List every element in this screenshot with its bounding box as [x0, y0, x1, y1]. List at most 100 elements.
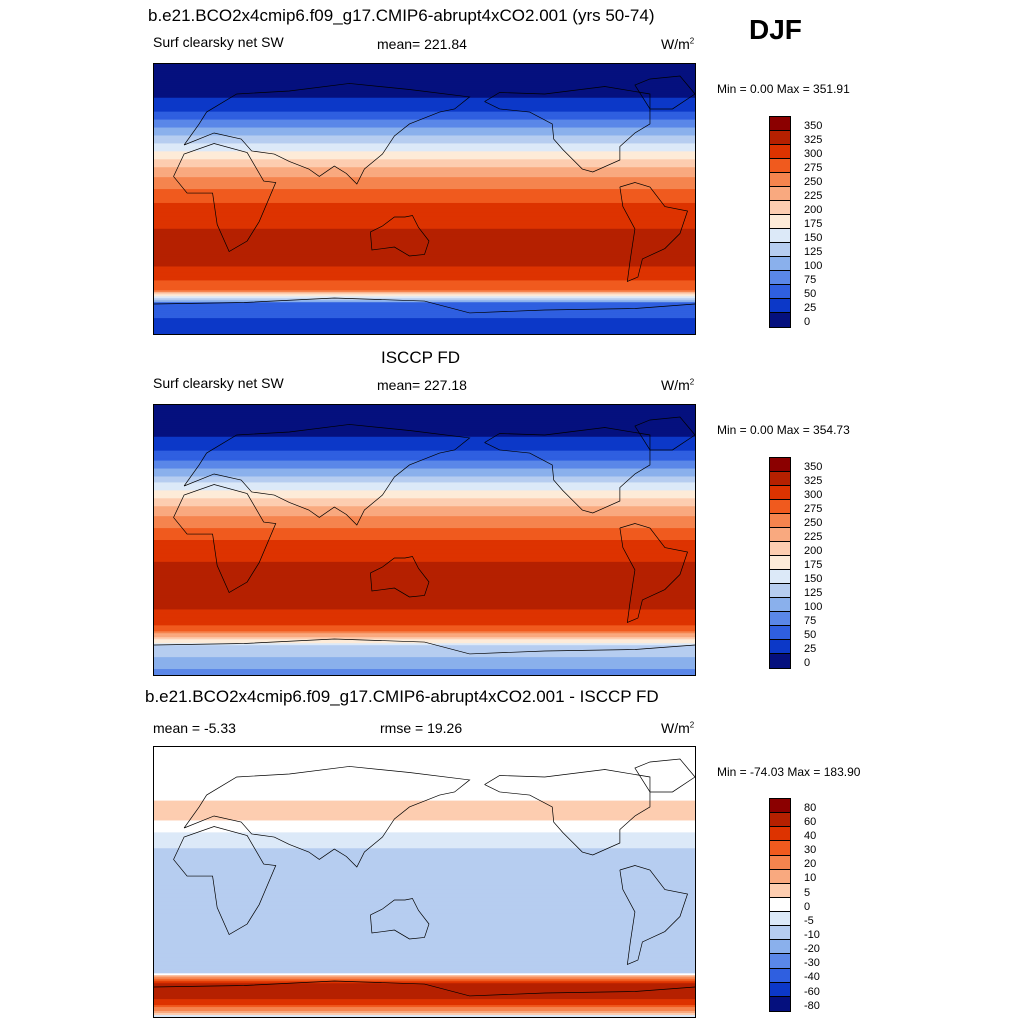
field-band: [154, 919, 695, 923]
field-band: [154, 748, 695, 752]
field-band: [154, 528, 695, 531]
field-band: [154, 589, 695, 593]
field-band: [154, 846, 695, 849]
colorbar-tick-label: 125: [804, 586, 823, 599]
colorbar-swatch: [770, 996, 790, 1011]
field-band: [154, 71, 695, 75]
field-band: [154, 438, 695, 442]
field-band: [154, 774, 695, 778]
colorbar-tick-label: 225: [804, 189, 823, 202]
field-band: [154, 476, 695, 479]
field-band: [154, 228, 695, 232]
colorbar-swatch: [770, 799, 790, 814]
panel-1-map: [153, 63, 696, 335]
field-band: [154, 77, 695, 81]
field-band: [154, 236, 695, 240]
field-band: [154, 254, 695, 258]
field-band: [154, 462, 695, 466]
panel-2-map: [153, 404, 696, 676]
colorbar-tick-label: 250: [804, 516, 823, 529]
panel-1-variable-label: Surf clearsky net SW: [153, 34, 284, 50]
panel-1-title: b.e21.BCO2x4cmip6.f09_g17.CMIP6-abrupt4x…: [148, 6, 655, 25]
field-band: [154, 629, 695, 632]
field-band: [154, 547, 695, 551]
field-band: [154, 177, 695, 180]
field-band: [154, 768, 695, 772]
field-band: [154, 619, 695, 622]
field-band: [154, 788, 695, 792]
field-band: [154, 551, 695, 555]
colorbar-swatch: [770, 883, 790, 898]
field-band: [154, 494, 695, 497]
field-band: [154, 91, 695, 95]
field-band: [154, 123, 695, 127]
field-band: [154, 256, 695, 260]
field-band: [154, 786, 695, 790]
field-band: [154, 405, 695, 408]
field-band: [154, 639, 695, 642]
field-band: [154, 858, 695, 861]
field-band: [154, 81, 695, 85]
field-band: [154, 408, 695, 412]
field-band: [154, 842, 695, 845]
colorbar-tick-label: -40: [804, 971, 820, 984]
field-band: [154, 206, 695, 210]
field-band: [154, 532, 695, 535]
colorbar-tick-label: -20: [804, 943, 820, 956]
field-band: [154, 899, 695, 903]
field-band: [154, 191, 695, 194]
field-band: [154, 836, 695, 839]
colorbar-swatch: [770, 968, 790, 983]
panel-3-map: [153, 746, 696, 1018]
field-band: [154, 270, 695, 273]
field-band: [154, 230, 695, 234]
field-band: [154, 816, 695, 819]
colorbar-swatch: [770, 528, 790, 542]
field-band: [154, 997, 695, 1000]
field-band: [154, 159, 695, 162]
field-band: [154, 599, 695, 603]
field-band: [154, 115, 695, 119]
field-band: [154, 490, 695, 493]
field-band: [154, 635, 695, 638]
field-band: [154, 782, 695, 786]
panel-1-units-label: W/m2: [661, 36, 695, 52]
field-band: [154, 418, 695, 422]
field-band: [154, 526, 695, 529]
field-band: [154, 925, 695, 929]
colorbar-tick-label: 225: [804, 530, 823, 543]
panel-2-units-label: W/m2: [661, 377, 695, 393]
colorbar-swatch: [770, 926, 790, 941]
field-band: [154, 989, 695, 992]
field-band: [154, 266, 695, 269]
field-band: [154, 452, 695, 456]
field-band: [154, 428, 695, 432]
field-band: [154, 147, 695, 150]
field-band: [154, 458, 695, 462]
field-band: [154, 474, 695, 477]
colorbar-tick-label: 75: [804, 273, 817, 286]
field-band: [154, 637, 695, 640]
colorbar-tick-label: 275: [804, 161, 823, 174]
colorbar-swatch: [770, 257, 790, 271]
coastline-5: [634, 75, 695, 110]
field-band: [154, 454, 695, 458]
field-band: [154, 169, 695, 172]
field-band: [154, 83, 695, 87]
field-band: [154, 806, 695, 810]
field-band: [154, 955, 695, 958]
field-band: [154, 995, 695, 998]
field-band: [154, 220, 695, 224]
field-band: [154, 109, 695, 113]
field-band: [154, 145, 695, 148]
field-band: [154, 125, 695, 129]
field-band: [154, 326, 695, 329]
field-band: [154, 242, 695, 246]
field-band: [154, 179, 695, 182]
field-band: [154, 766, 695, 770]
coastline-5: [634, 758, 695, 793]
field-band: [154, 538, 695, 541]
field-band: [154, 557, 695, 561]
field-band: [154, 874, 695, 877]
field-band: [154, 488, 695, 491]
